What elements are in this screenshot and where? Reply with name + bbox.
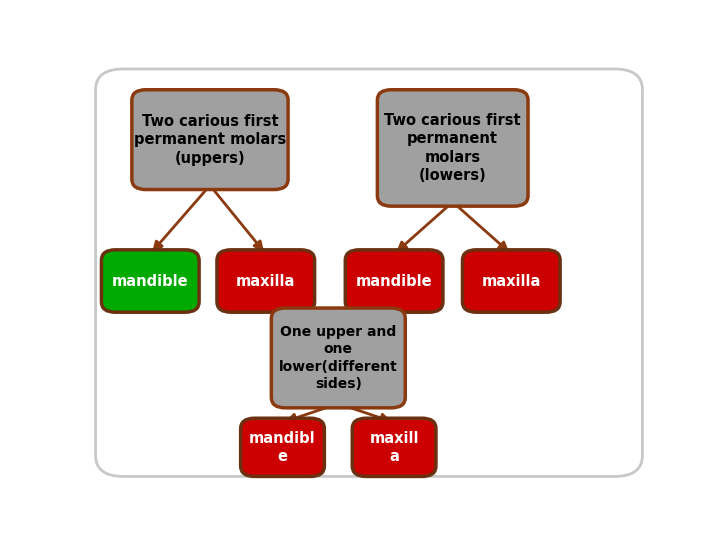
FancyBboxPatch shape bbox=[217, 250, 315, 312]
FancyBboxPatch shape bbox=[240, 418, 324, 476]
FancyBboxPatch shape bbox=[96, 69, 642, 476]
Text: Two carious first
permanent
molars
(lowers): Two carious first permanent molars (lowe… bbox=[384, 112, 521, 184]
FancyBboxPatch shape bbox=[346, 250, 443, 312]
Text: maxilla: maxilla bbox=[236, 274, 295, 288]
FancyBboxPatch shape bbox=[271, 308, 405, 408]
FancyBboxPatch shape bbox=[102, 250, 199, 312]
FancyBboxPatch shape bbox=[132, 90, 288, 190]
Text: Two carious first
permanent molars
(uppers): Two carious first permanent molars (uppe… bbox=[134, 113, 286, 166]
FancyBboxPatch shape bbox=[462, 250, 560, 312]
Text: maxilla: maxilla bbox=[482, 274, 541, 288]
Text: maxill
a: maxill a bbox=[369, 430, 419, 464]
FancyBboxPatch shape bbox=[352, 418, 436, 476]
Text: mandible: mandible bbox=[356, 274, 433, 288]
FancyBboxPatch shape bbox=[377, 90, 528, 206]
Text: mandible: mandible bbox=[112, 274, 189, 288]
Text: One upper and
one
lower(different
sides): One upper and one lower(different sides) bbox=[279, 325, 397, 391]
Text: mandibl
e: mandibl e bbox=[249, 430, 316, 464]
